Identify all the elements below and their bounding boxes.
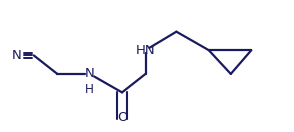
Text: N: N (11, 49, 21, 62)
Text: N: N (85, 67, 95, 80)
Text: O: O (117, 111, 127, 124)
Text: H: H (85, 83, 94, 96)
Text: HN: HN (136, 44, 155, 57)
